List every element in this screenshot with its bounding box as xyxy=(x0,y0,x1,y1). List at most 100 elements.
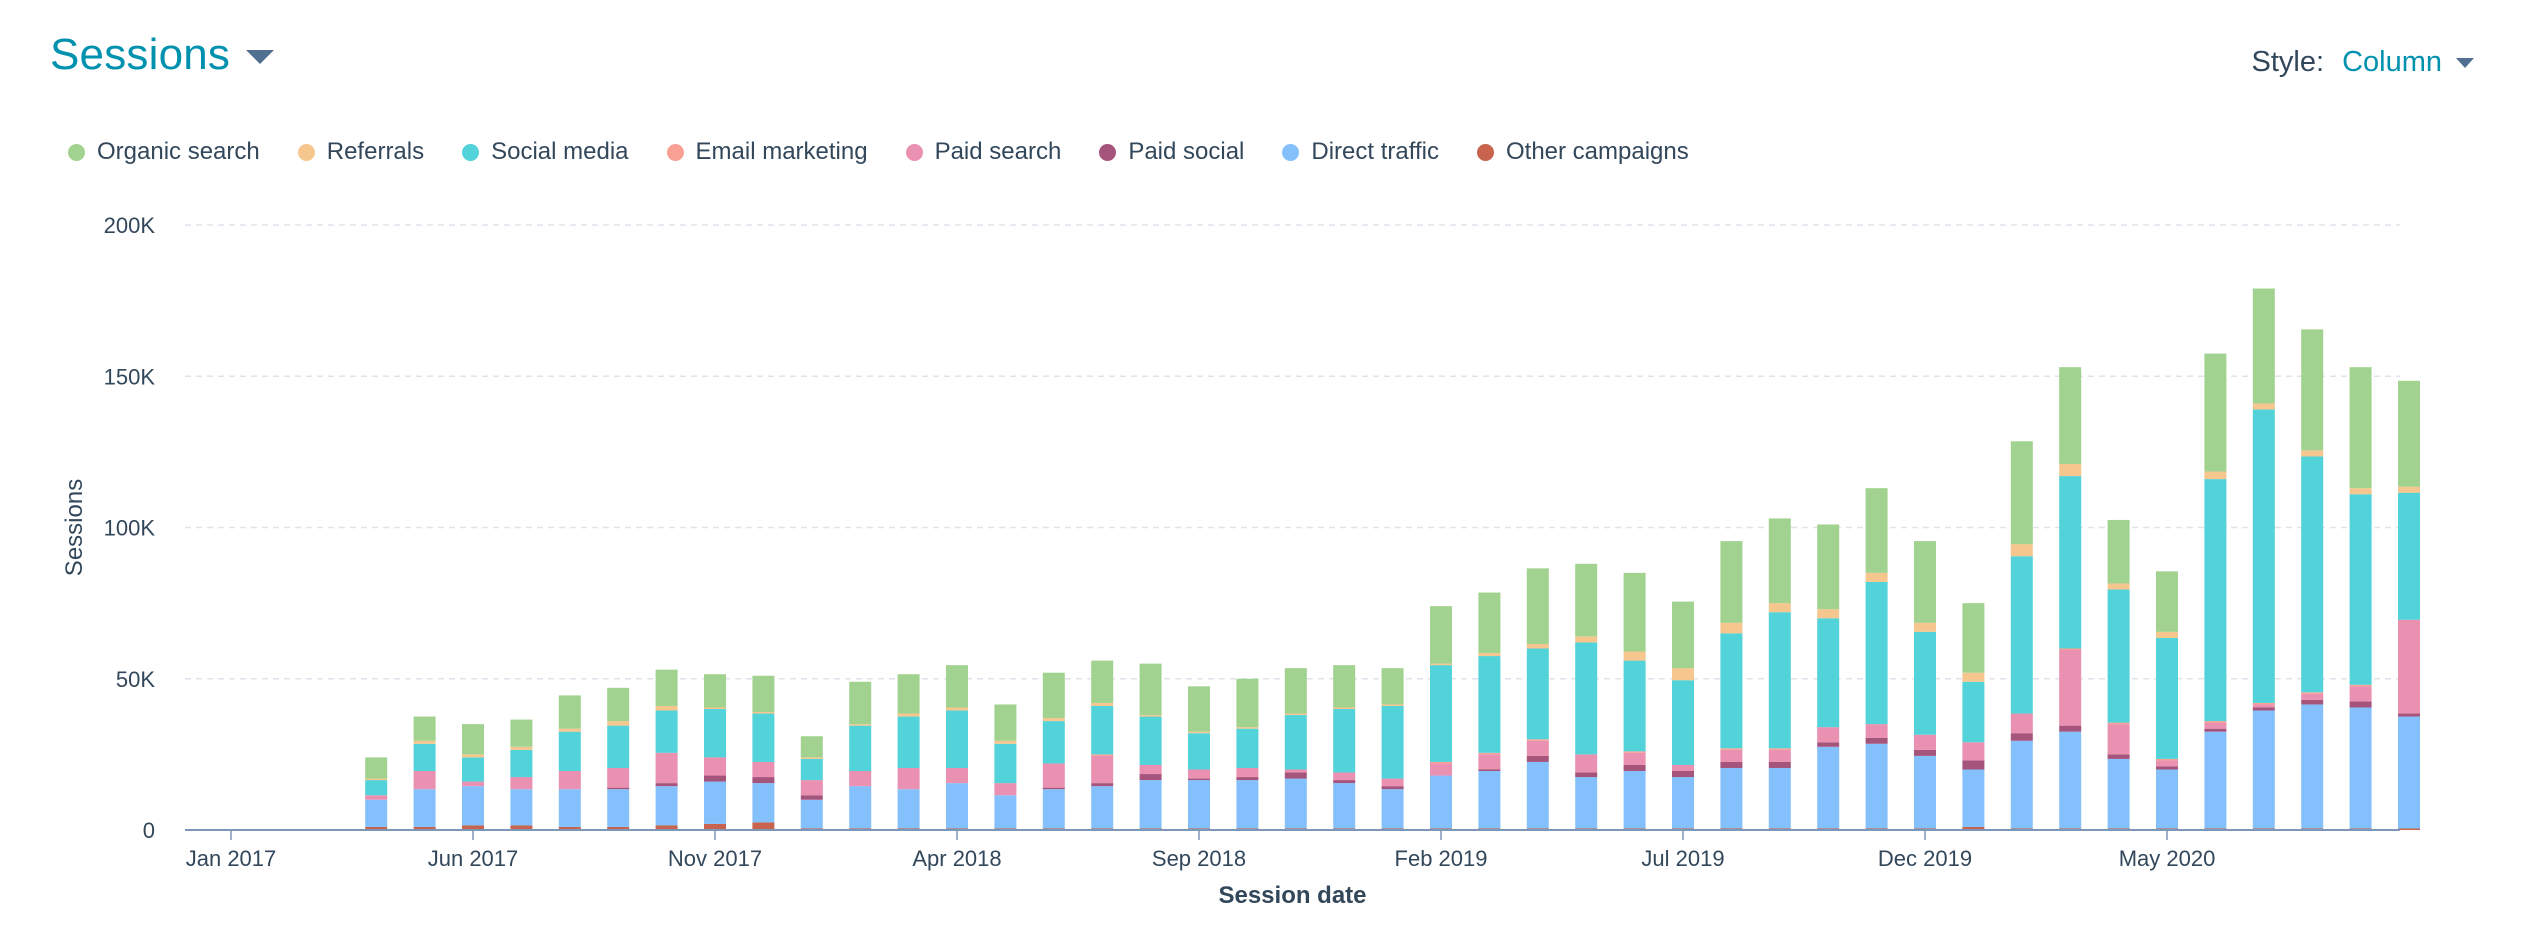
bar-segment[interactable]: Organic search · Jun 2019: 26000 xyxy=(1623,572,1646,652)
bar-segment[interactable]: Social media · Dec 2017: 16000 xyxy=(752,713,775,762)
bar-segment[interactable]: Referrals · Jul 2017: 1000 xyxy=(510,746,533,750)
bar-segment[interactable]: Referrals · Jun 2020: 2500 xyxy=(2204,471,2227,480)
bar-segment[interactable]: Organic search · Jan 2020: 23000 xyxy=(1962,603,1985,673)
bar-segment[interactable]: Social media · Mar 2019: 32000 xyxy=(1478,656,1501,753)
bar-segment[interactable]: Social media · Feb 2020: 52000 xyxy=(2010,556,2033,714)
bar-segment[interactable]: Paid search · Mar 2020: 25000 xyxy=(2059,650,2082,726)
bar-segment[interactable]: Referrals · Nov 2019: 3000 xyxy=(1865,572,1888,582)
bar-segment[interactable]: Social media · Feb 2019: 32000 xyxy=(1430,665,1452,762)
report-title-dropdown[interactable]: Sessions xyxy=(50,30,275,80)
legend-item-referrals[interactable]: Referrals xyxy=(297,138,424,166)
bar-segment[interactable]: Organic search · Jan 2019: 12000 xyxy=(1381,668,1404,705)
bar-segment[interactable]: Social media · Dec 2019: 34000 xyxy=(1914,631,1936,735)
bar-segment[interactable]: Organic search · Jul 2018: 14000 xyxy=(1091,660,1114,703)
bar-segment[interactable]: Referrals · Apr 2020: 2000 xyxy=(2107,583,2130,590)
bar-segment[interactable]: Organic search · Mar 2018: 13000 xyxy=(897,674,920,714)
bar-segment[interactable]: Direct traffic · Jun 2018: 13000 xyxy=(1042,789,1065,829)
bar-segment[interactable]: Direct traffic · Apr 2019: 22000 xyxy=(1526,761,1549,829)
bar-segment[interactable]: Email marketing · Apr 2020: 500 xyxy=(2107,722,2130,725)
bar-segment[interactable]: Organic search · Dec 2018: 14000 xyxy=(1333,665,1356,708)
bar-segment[interactable]: Direct traffic · Aug 2020: 41000 xyxy=(2301,704,2324,829)
bar-segment[interactable]: Organic search · Dec 2019: 27000 xyxy=(1914,541,1936,623)
bar-segment[interactable]: Social media · Dec 2018: 21000 xyxy=(1333,709,1356,773)
bar-segment[interactable]: Direct traffic · Aug 2019: 20000 xyxy=(1720,767,1743,829)
bar-segment[interactable]: Social media · Sep 2017: 14000 xyxy=(607,725,630,768)
bar-segment[interactable]: Organic search · Apr 2020: 21000 xyxy=(2107,519,2130,584)
bar-segment[interactable]: Paid search · Aug 2020: 2000 xyxy=(2301,693,2324,700)
bar-segment[interactable]: Social media · May 2020: 40000 xyxy=(2156,637,2178,759)
bar-segment[interactable]: Paid social · Oct 2018: 1000 xyxy=(1236,777,1259,781)
bar-segment[interactable]: Paid search · Oct 2017: 10000 xyxy=(655,752,678,784)
bar-segment[interactable]: Organic search · Apr 2017: 7000 xyxy=(365,757,388,779)
bar-segment[interactable]: Paid social · Mar 2020: 2000 xyxy=(2059,725,2082,732)
bar-segment[interactable]: Social media · Nov 2019: 47000 xyxy=(1865,581,1888,725)
bar-segment[interactable]: Social media · Jul 2020: 97000 xyxy=(2252,409,2275,703)
bar-segment[interactable]: Paid search · Dec 2019: 5000 xyxy=(1914,734,1936,750)
bar-segment[interactable]: Paid search · Jun 2017: 1500 xyxy=(462,781,484,787)
bar-segment[interactable]: Paid social · Jan 2018: 1500 xyxy=(800,795,823,800)
bar-segment[interactable]: Referrals · Jul 2019: 4000 xyxy=(1672,668,1694,681)
bar-segment[interactable]: Email marketing · Aug 2020: 500 xyxy=(2301,692,2324,694)
bar-segment[interactable]: Paid social · May 2019: 1500 xyxy=(1575,772,1598,778)
bar-segment[interactable]: Social media · Nov 2017: 16000 xyxy=(704,709,726,758)
bar-segment[interactable]: Social media · Jan 2020: 20000 xyxy=(1962,681,1985,743)
bar-segment[interactable]: Paid search · Feb 2020: 6500 xyxy=(2010,713,2033,734)
legend-item-other-campaigns[interactable]: Other campaigns xyxy=(1476,138,1689,166)
bar-segment[interactable]: Paid search · Nov 2019: 4500 xyxy=(1865,724,1888,738)
bar-segment[interactable]: Organic search · Aug 2020: 40000 xyxy=(2301,329,2324,451)
bar-segment[interactable]: Other campaigns · Jun 2017: 1500 xyxy=(462,825,484,830)
bar-segment[interactable]: Organic search · Sep 2018: 15000 xyxy=(1188,686,1210,732)
bar-segment[interactable]: Direct traffic · Jun 2017: 13000 xyxy=(462,786,484,826)
bar-segment[interactable]: Direct traffic · Sep 2019: 20000 xyxy=(1768,767,1791,829)
bar-segment[interactable]: Social media · Oct 2018: 13000 xyxy=(1236,728,1259,768)
bar-segment[interactable]: Direct traffic · Feb 2018: 14000 xyxy=(849,786,872,829)
legend-item-paid-social[interactable]: Paid social xyxy=(1099,138,1244,166)
bar-segment[interactable]: Paid search · Jun 2020: 2000 xyxy=(2204,722,2227,729)
bar-segment[interactable]: Paid social · Mar 2019: 500 xyxy=(1478,769,1501,772)
bar-segment[interactable]: Direct traffic · May 2018: 11000 xyxy=(994,795,1017,829)
bar-segment[interactable]: Referrals · Dec 2017: 500 xyxy=(752,712,775,714)
bar-segment[interactable]: Direct traffic · Dec 2018: 15000 xyxy=(1333,783,1356,829)
bar-segment[interactable]: Direct traffic · Jan 2019: 13000 xyxy=(1381,789,1404,829)
bar-segment[interactable]: Paid social · Oct 2020: 1000 xyxy=(2398,713,2420,717)
bar-segment[interactable]: Paid social · Jun 2020: 1000 xyxy=(2204,728,2227,732)
bar-segment[interactable]: Paid social · Aug 2020: 1500 xyxy=(2301,699,2324,705)
bar-segment[interactable]: Referrals · Nov 2018: 500 xyxy=(1284,713,1307,716)
bar-segment[interactable]: Email marketing · Feb 2019: 500 xyxy=(1430,761,1452,764)
bar-segment[interactable]: Social media · Aug 2018: 16000 xyxy=(1139,716,1162,765)
bar-segment[interactable]: Referrals · Apr 2017: 500 xyxy=(365,778,388,781)
bar-segment[interactable]: Paid search · Aug 2017: 6000 xyxy=(558,771,581,790)
bar-segment[interactable]: Social media · Jun 2019: 30000 xyxy=(1623,660,1646,752)
bar-segment[interactable]: Paid search · Jan 2019: 2500 xyxy=(1381,778,1404,787)
bar-segment[interactable]: Paid search · Dec 2017: 5000 xyxy=(752,761,775,778)
bar-segment[interactable]: Paid social · Feb 2020: 2500 xyxy=(2010,733,2033,741)
bar-segment[interactable]: Paid social · Apr 2020: 1500 xyxy=(2107,754,2130,759)
bar-segment[interactable]: Organic search · Feb 2020: 34000 xyxy=(2010,441,2033,545)
bar-segment[interactable]: Other campaigns · Sep 2017: 1000 xyxy=(607,826,630,830)
bar-segment[interactable]: Organic search · Sep 2017: 11000 xyxy=(607,687,630,722)
bar-segment[interactable]: Referrals · Aug 2017: 1000 xyxy=(558,728,581,732)
bar-segment[interactable]: Referrals · Oct 2017: 1500 xyxy=(655,705,678,711)
bar-segment[interactable]: Social media · Jul 2019: 28000 xyxy=(1672,680,1694,765)
bar-segment[interactable]: Social media · Jun 2020: 80000 xyxy=(2204,479,2227,722)
bar-segment[interactable]: Paid search · Aug 2019: 4000 xyxy=(1720,749,1743,762)
bar-segment[interactable]: Paid search · May 2017: 6000 xyxy=(413,771,436,790)
bar-segment[interactable]: Paid social · Sep 2017: 500 xyxy=(607,787,630,790)
bar-segment[interactable]: Organic search · Apr 2019: 25000 xyxy=(1526,568,1549,644)
bar-segment[interactable]: Direct traffic · Dec 2017: 13000 xyxy=(752,783,775,823)
bar-segment[interactable]: Organic search · May 2018: 12000 xyxy=(994,704,1017,741)
bar-segment[interactable]: Direct traffic · Jul 2019: 17000 xyxy=(1672,777,1694,829)
bar-segment[interactable]: Direct traffic · Oct 2017: 13000 xyxy=(655,786,678,826)
bar-segment[interactable]: Email marketing · Sep 2020: 500 xyxy=(2349,684,2372,687)
bar-segment[interactable]: Referrals · Jul 2020: 2000 xyxy=(2252,403,2275,410)
bar-segment[interactable]: Referrals · Jan 2018: 500 xyxy=(800,757,823,759)
bar-segment[interactable]: Organic search · Jul 2019: 22000 xyxy=(1672,601,1694,669)
bar-segment[interactable]: Paid search · Apr 2020: 10000 xyxy=(2107,724,2130,755)
bar-segment[interactable]: Organic search · Sep 2019: 28000 xyxy=(1768,518,1791,604)
bar-segment[interactable]: Paid social · Jul 2020: 1000 xyxy=(2252,707,2275,711)
bar-segment[interactable]: Social media · Apr 2020: 44000 xyxy=(2107,589,2130,723)
bar-segment[interactable]: Referrals · Mar 2020: 4000 xyxy=(2059,463,2082,477)
bar-segment[interactable]: Paid search · Oct 2019: 5000 xyxy=(1817,727,1840,743)
bar-segment[interactable]: Referrals · Dec 2019: 3000 xyxy=(1914,622,1936,632)
style-dropdown[interactable]: Column xyxy=(2342,46,2474,79)
